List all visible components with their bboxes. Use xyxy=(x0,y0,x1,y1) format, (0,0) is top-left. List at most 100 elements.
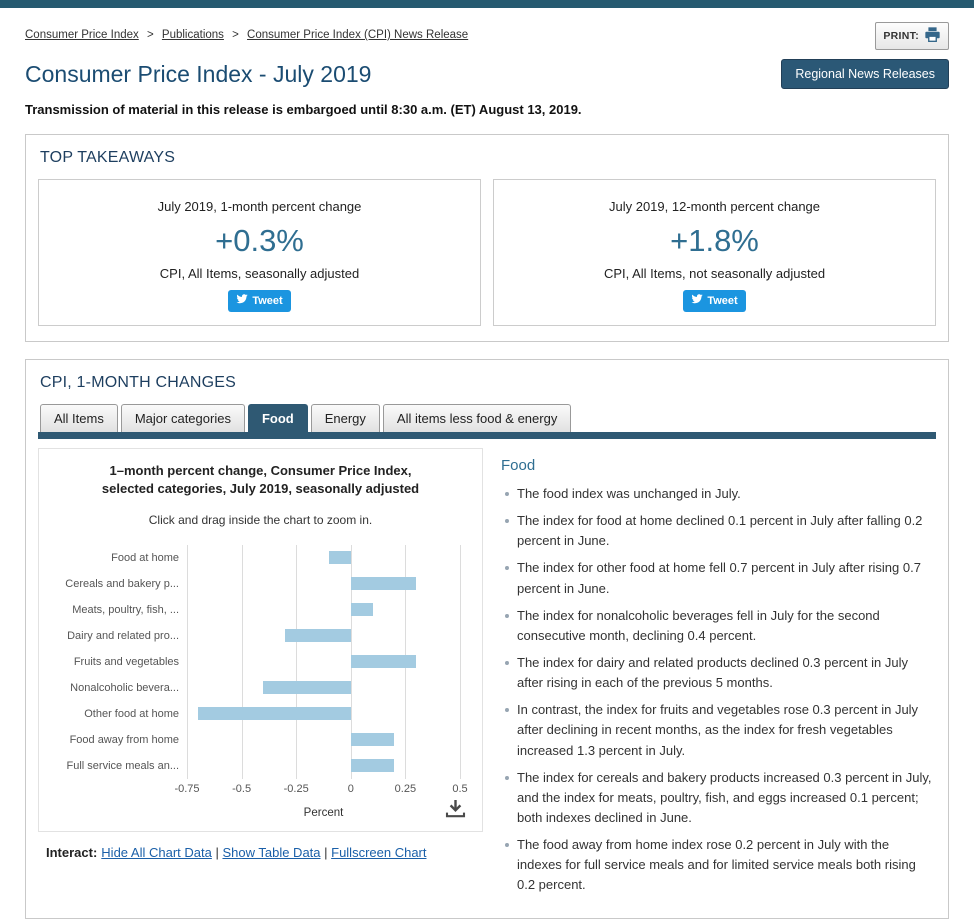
category-axis: Food at home Cereals and bakery p... Meats… xyxy=(47,545,187,779)
tab-energy[interactable]: Energy xyxy=(310,404,380,432)
breadcrumb-link-cpi-news-release[interactable]: Consumer Price Index (CPI) News Release xyxy=(247,29,469,41)
category-label: Other food at home xyxy=(84,708,179,721)
chart-bar xyxy=(328,551,351,565)
interact-link-hide-all-chart-data[interactable]: Hide All Chart Data xyxy=(101,845,212,861)
category-label: Dairy and related pro... xyxy=(67,630,179,643)
bullet-item: The index for cereals and bakery product… xyxy=(501,768,936,828)
download-icon xyxy=(445,800,466,821)
page-title: Consumer Price Index - July 2019 xyxy=(25,60,372,87)
chart-bar xyxy=(285,629,351,643)
chart-bar xyxy=(350,759,395,773)
regional-news-releases-button[interactable]: Regional News Releases xyxy=(781,59,949,89)
category-label: Meats, poultry, fish, ... xyxy=(72,604,179,617)
top-takeaways-panel: TOP TAKEAWAYS July 2019, 1-month percent… xyxy=(25,134,949,342)
chart-bar xyxy=(350,733,395,747)
card-caption: CPI, All Items, not seasonally adjusted xyxy=(603,266,826,281)
bullet-item: The index for food at home declined 0.1 … xyxy=(501,511,936,551)
chart-row xyxy=(187,701,460,727)
bullet-item: The food away from home index rose 0.2 p… xyxy=(501,835,936,895)
bullet-item: The index for dairy and related products… xyxy=(501,653,936,693)
breadcrumb: Consumer Price Index > Publications > Co… xyxy=(25,22,468,41)
gridline xyxy=(296,545,298,780)
tab-all-items-less-food-energy[interactable]: All items less food & energy xyxy=(382,404,572,432)
chart-title-line1: 1–month percent change, Consumer Price I… xyxy=(109,463,412,478)
bullet-item: The food index was unchanged in July. xyxy=(501,484,936,504)
x-tick-label: 0.25 xyxy=(394,783,417,796)
chart-row xyxy=(187,675,460,701)
plot-area[interactable] xyxy=(187,545,461,780)
chart-row xyxy=(187,597,460,623)
chart-row xyxy=(187,571,460,597)
card-value: +1.8% xyxy=(670,223,759,258)
bullet-item: The index for nonalcoholic beverages fel… xyxy=(501,606,936,646)
breadcrumb-separator: > xyxy=(232,29,239,41)
x-tick-label: 0 xyxy=(347,783,354,796)
interact-label: Interact: xyxy=(46,845,98,861)
gridline xyxy=(187,545,188,780)
chart-bar xyxy=(350,655,417,669)
tweet-button[interactable]: Tweet xyxy=(228,290,291,312)
x-tick-label: -0.5 xyxy=(232,783,252,796)
card-heading: July 2019, 12-month percent change xyxy=(608,199,821,214)
takeaway-card-1-month: July 2019, 1-month percent change +0.3% … xyxy=(38,179,481,326)
chart-row xyxy=(187,727,460,753)
interact-separator: | xyxy=(211,845,223,861)
card-caption: CPI, All Items, seasonally adjusted xyxy=(159,266,360,281)
chart-bar xyxy=(197,707,351,721)
printer-icon xyxy=(924,27,941,45)
gridline xyxy=(241,545,243,780)
takeaway-card-12-month: July 2019, 12-month percent change +1.8%… xyxy=(493,179,936,326)
print-button[interactable]: PRINT: xyxy=(875,22,949,50)
chart-row xyxy=(187,623,460,649)
chart-row xyxy=(187,753,460,779)
x-axis-label: Percent xyxy=(303,807,344,820)
category-label: Fruits and vegetables xyxy=(73,656,179,669)
page: Consumer Price Index > Publications > Co… xyxy=(0,22,974,919)
x-tick-label: -0.25 xyxy=(283,783,309,796)
print-button-label: PRINT: xyxy=(883,30,919,42)
category-label: Food away from home xyxy=(69,734,179,747)
chart-tabs: All Items Major categories Food Energy All i… xyxy=(40,404,936,432)
bullet-item: In contrast, the index for fruits and ve… xyxy=(501,700,936,760)
tab-food[interactable]: Food xyxy=(247,404,308,432)
category-label: Nonalcoholic bevera... xyxy=(70,682,179,695)
top-takeaways-title: TOP TAKEAWAYS xyxy=(40,149,176,166)
food-bullet-list: The food index was unchanged in July. The… xyxy=(501,484,936,896)
bullet-item: The index for other food at home fell 0.… xyxy=(501,558,936,598)
card-value: +0.3% xyxy=(215,223,304,258)
chart-title: 1–month percent change, Consumer Price I… xyxy=(47,462,474,497)
tab-all-items[interactable]: All Items xyxy=(40,404,118,432)
twitter-bird-icon xyxy=(236,293,249,308)
chart-row xyxy=(187,545,460,571)
top-accent-bar xyxy=(0,0,974,8)
tweet-button-label: Tweet xyxy=(252,294,283,307)
chart-bar xyxy=(350,577,417,591)
x-tick-label: -0.75 xyxy=(174,783,200,796)
breadcrumb-link-consumer-price-index[interactable]: Consumer Price Index xyxy=(25,29,139,41)
category-label: Food at home xyxy=(111,552,179,565)
chart-row xyxy=(187,649,460,675)
tweet-button[interactable]: Tweet xyxy=(683,290,746,312)
tab-major-categories[interactable]: Major categories xyxy=(120,404,245,432)
card-heading: July 2019, 1-month percent change xyxy=(157,199,362,214)
tweet-button-label: Tweet xyxy=(707,294,738,307)
category-label: Cereals and bakery p... xyxy=(65,578,179,591)
twitter-bird-icon xyxy=(691,293,704,308)
chart-column: 1–month percent change, Consumer Price I… xyxy=(38,448,483,903)
chart-title-line2: selected categories, July 2019, seasonal… xyxy=(101,480,420,496)
embargo-text: Transmission of material in this release… xyxy=(25,102,582,117)
breadcrumb-link-publications[interactable]: Publications xyxy=(161,29,224,41)
category-label: Full service meals an... xyxy=(66,760,179,773)
cpi-1-month-changes-panel: CPI, 1-MONTH CHANGES All Items Major cate… xyxy=(25,359,949,919)
chart-container: 1–month percent change, Consumer Price I… xyxy=(38,448,483,833)
chart-hint: Click and drag inside the chart to zoom … xyxy=(148,513,373,528)
breadcrumb-separator: > xyxy=(146,29,154,41)
cpi-section-title: CPI, 1-MONTH CHANGES xyxy=(40,374,237,391)
interact-separator: | xyxy=(320,845,332,861)
gridline xyxy=(460,545,461,780)
interact-link-show-table-data[interactable]: Show Table Data xyxy=(222,845,321,861)
download-chart-button[interactable] xyxy=(443,797,468,823)
interact-row: Interact: Hide All Chart Data | Show Tabl… xyxy=(46,845,483,860)
interact-link-fullscreen-chart[interactable]: Fullscreen Chart xyxy=(331,845,427,861)
chart-bar xyxy=(350,603,373,617)
